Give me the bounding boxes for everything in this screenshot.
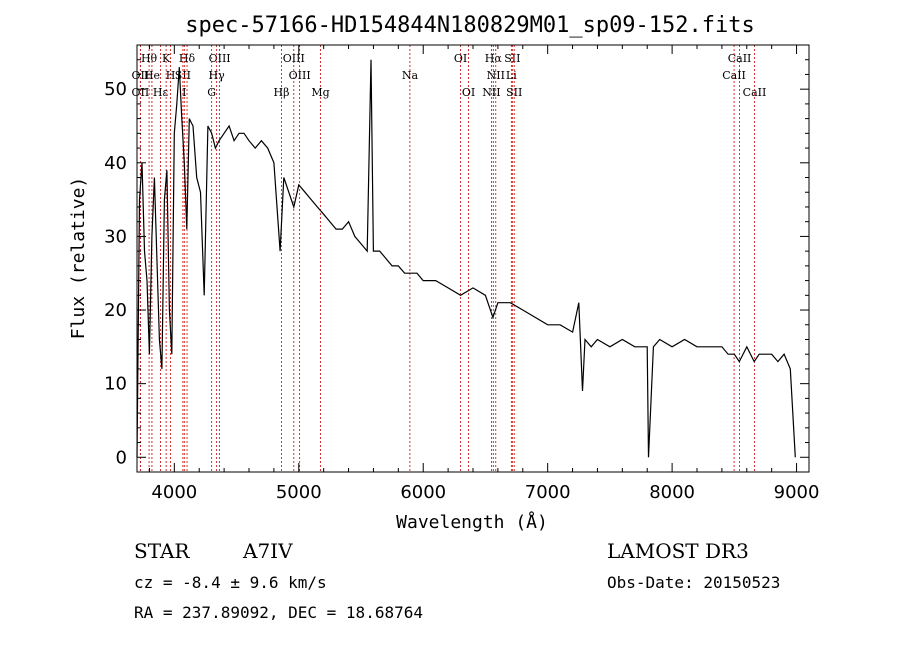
line-label: Hα bbox=[485, 52, 503, 65]
object-class: STAR bbox=[134, 539, 190, 563]
line-label: OI bbox=[462, 86, 475, 99]
object-subclass: A7IV bbox=[242, 539, 293, 563]
line-label: OII bbox=[132, 69, 150, 82]
x-axis-label: Wavelength (Å) bbox=[396, 511, 548, 533]
chart-title: spec-57166-HD154844N180829M01_sp09-152.f… bbox=[185, 13, 755, 38]
obs-date: Obs-Date: 20150523 bbox=[607, 573, 780, 592]
y-tick-label: 30 bbox=[104, 226, 127, 247]
y-axis: 0 10 20 30 40 50 bbox=[104, 59, 809, 468]
x-tick-label: 9000 bbox=[774, 482, 820, 503]
line-label: SII bbox=[506, 86, 522, 99]
x-tick-label: 6000 bbox=[400, 482, 446, 503]
survey-name: LAMOST DR3 bbox=[607, 539, 749, 563]
line-label: NII bbox=[482, 86, 500, 99]
line-label: Li bbox=[506, 69, 517, 82]
y-tick-label: 50 bbox=[104, 79, 127, 100]
line-label: CaII bbox=[728, 52, 752, 65]
line-label: Na bbox=[402, 69, 419, 82]
y-tick-label: 0 bbox=[116, 447, 127, 468]
x-tick-label: 8000 bbox=[649, 482, 695, 503]
line-label: SII bbox=[504, 52, 520, 65]
line-label: Hδ bbox=[179, 52, 196, 65]
line-label: OI bbox=[454, 52, 467, 65]
line-label: NII bbox=[487, 69, 505, 82]
line-label: OIII bbox=[209, 52, 231, 65]
line-label: CaII bbox=[743, 86, 767, 99]
line-label: OII bbox=[132, 86, 150, 99]
line-label: K bbox=[162, 52, 171, 65]
line-label: Mg bbox=[311, 86, 329, 99]
line-label: Hβ bbox=[274, 86, 290, 99]
line-label: SII bbox=[175, 69, 191, 82]
x-tick-label: 5000 bbox=[276, 482, 322, 503]
line-label: I bbox=[182, 86, 186, 99]
spectrum-series-line bbox=[136, 59, 796, 458]
line-label: H bbox=[166, 69, 176, 82]
line-label: OIII bbox=[289, 69, 311, 82]
line-label: Hε bbox=[153, 86, 169, 99]
line-label: He bbox=[144, 69, 160, 82]
x-tick-label: 4000 bbox=[151, 482, 197, 503]
x-tick-label: 7000 bbox=[525, 482, 571, 503]
y-axis-label: Flux (relative) bbox=[68, 177, 89, 340]
x-axis: 4000 5000 6000 7000 8000 9000 bbox=[148, 45, 820, 503]
line-label: CaII bbox=[722, 69, 746, 82]
y-tick-label: 40 bbox=[104, 153, 127, 174]
coordinates: RA = 237.89092, DEC = 18.68764 bbox=[134, 603, 423, 622]
y-tick-label: 20 bbox=[104, 300, 127, 321]
line-label: Hθ bbox=[141, 52, 158, 65]
line-label: OIII bbox=[283, 52, 305, 65]
plot-frame bbox=[136, 44, 810, 473]
y-tick-label: 10 bbox=[104, 374, 127, 395]
line-label: G bbox=[207, 86, 216, 99]
line-label: Hγ bbox=[209, 69, 226, 82]
redshift-cz: cz = -8.4 ± 9.6 km/s bbox=[134, 573, 327, 592]
